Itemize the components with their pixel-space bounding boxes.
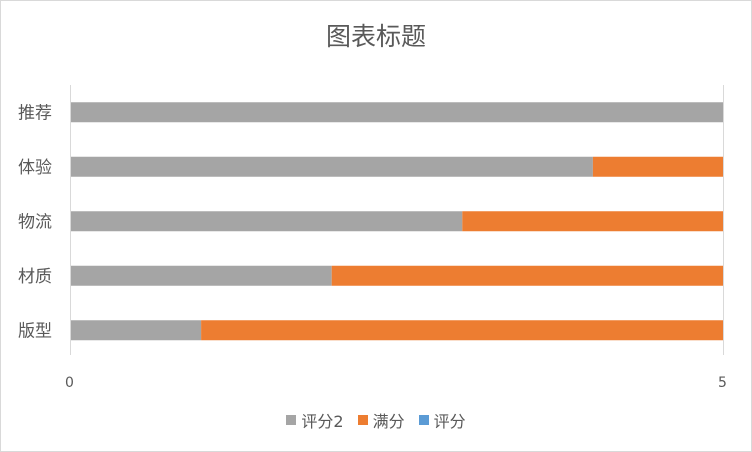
legend-swatch: [357, 415, 368, 425]
legend-swatch: [286, 415, 297, 425]
category-label: 推荐: [18, 103, 52, 123]
legend-item-1: 满分: [357, 408, 405, 432]
bar-0-0: [70, 102, 724, 123]
category-label: 材质: [18, 267, 52, 287]
legend-item-0: 评分2: [286, 408, 344, 432]
bar-0-4: [70, 320, 202, 341]
bar-1-1: [592, 156, 724, 177]
bar-0-1: [70, 156, 593, 177]
legend-item-2: 评分: [418, 408, 466, 432]
legend-swatch: [418, 415, 429, 425]
bars-layer: [70, 102, 724, 341]
category-label: 体验: [18, 158, 52, 178]
bar-1-2: [462, 211, 724, 232]
bar-1-3: [331, 265, 724, 286]
legend-label: 评分2: [301, 412, 344, 431]
category-label: 版型: [18, 321, 52, 341]
legend: 评分2 满分 评分: [1, 408, 751, 432]
category-label: 物流: [18, 212, 52, 232]
bar-1-4: [201, 320, 724, 341]
bar-0-2: [70, 211, 463, 232]
legend-label: 评分: [433, 412, 466, 431]
legend-label: 满分: [372, 412, 405, 431]
bar-0-3: [70, 265, 332, 286]
x-tick-label: 0: [65, 375, 74, 391]
x-tick-label: 5: [718, 375, 727, 391]
chart-title: 图表标题: [325, 22, 426, 51]
